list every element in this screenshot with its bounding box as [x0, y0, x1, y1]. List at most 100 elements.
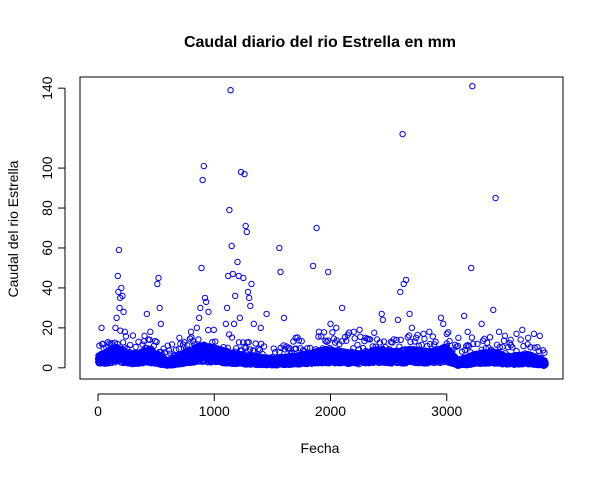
- data-point: [408, 324, 416, 332]
- data-point: [426, 328, 433, 336]
- data-point: [195, 314, 203, 322]
- data-point: [132, 343, 139, 351]
- data-point: [114, 272, 121, 280]
- data-point: [228, 242, 235, 250]
- data-point: [536, 332, 543, 340]
- data-point: [229, 270, 237, 278]
- data-point: [154, 280, 161, 288]
- chart-title: Caudal diario del rio Estrella en mm: [184, 34, 456, 51]
- x-tick-label: 2000: [315, 403, 346, 419]
- data-point: [248, 280, 255, 288]
- data-point: [460, 312, 468, 320]
- data-point: [157, 320, 164, 328]
- data-point: [315, 333, 322, 340]
- data-point: [421, 335, 428, 343]
- data-point: [205, 308, 212, 316]
- x-axis-label: Fecha: [301, 440, 340, 456]
- x-tick-label: 3000: [431, 403, 462, 419]
- data-point: [378, 310, 385, 318]
- data-point: [333, 324, 340, 332]
- data-point: [322, 337, 329, 345]
- data-point: [371, 329, 378, 336]
- data-point: [443, 330, 450, 338]
- data-point: [117, 327, 124, 334]
- data-point: [357, 333, 364, 340]
- data-point: [126, 341, 134, 349]
- data-point: [292, 345, 300, 352]
- data-point: [343, 337, 350, 344]
- y-tick-label: 0: [39, 364, 55, 372]
- data-point: [122, 333, 130, 340]
- data-point: [263, 310, 270, 318]
- data-point: [165, 347, 173, 354]
- data-point: [469, 82, 476, 90]
- data-point: [376, 339, 383, 346]
- data-point: [228, 334, 236, 341]
- y-tick-label: 60: [39, 240, 55, 256]
- data-point: [338, 304, 346, 312]
- data-point: [243, 228, 251, 236]
- data-point: [235, 339, 243, 346]
- data-point: [231, 292, 239, 300]
- data-point: [313, 224, 320, 232]
- data-point: [495, 328, 503, 336]
- data-point: [393, 336, 400, 344]
- data-point: [394, 316, 402, 324]
- data-point: [168, 341, 176, 348]
- data-point: [143, 310, 151, 318]
- data-point: [323, 338, 330, 345]
- data-point: [227, 86, 234, 94]
- data-point: [324, 337, 332, 344]
- data-point: [397, 336, 404, 344]
- data-point: [247, 302, 254, 310]
- data-point: [468, 334, 476, 341]
- data-point: [411, 338, 418, 345]
- data-point: [200, 162, 208, 170]
- data-point: [260, 343, 268, 350]
- data-point: [404, 334, 411, 341]
- data-point: [327, 320, 334, 328]
- data-point: [524, 334, 532, 342]
- data-point: [197, 304, 204, 312]
- data-point: [199, 176, 206, 184]
- data-point: [205, 326, 212, 334]
- data-point: [455, 334, 462, 342]
- y-tick-label: 80: [39, 200, 55, 216]
- x-axis: 0 1000 2000 3000: [94, 393, 463, 419]
- data-point: [118, 284, 125, 292]
- data-point: [277, 268, 284, 276]
- data-point: [257, 324, 264, 332]
- data-point: [380, 338, 388, 345]
- data-point: [240, 274, 247, 282]
- data-point: [244, 288, 252, 296]
- data-point: [329, 329, 336, 336]
- y-axis-label: Caudal del rio Estrella: [5, 160, 21, 297]
- data-point: [345, 329, 353, 336]
- data-point: [98, 324, 105, 332]
- data-point: [351, 335, 358, 342]
- y-tick-label: 100: [39, 156, 55, 180]
- data-point: [309, 262, 317, 270]
- data-point: [242, 222, 249, 230]
- data-point: [320, 329, 328, 336]
- data-point: [486, 333, 494, 341]
- data-point: [467, 264, 475, 272]
- data-point: [406, 310, 413, 318]
- data-point: [298, 337, 305, 345]
- data-point: [245, 294, 253, 302]
- data-point: [115, 246, 123, 254]
- data-point: [234, 258, 241, 266]
- data-point: [193, 324, 201, 332]
- data-point: [177, 340, 184, 348]
- data-point: [507, 336, 514, 344]
- data-point: [437, 314, 445, 322]
- data-point: [189, 337, 197, 345]
- x-tick-label: 1000: [199, 403, 230, 419]
- data-point: [147, 328, 154, 336]
- data-point: [356, 326, 363, 334]
- data-point: [255, 345, 262, 353]
- data-point: [440, 320, 447, 328]
- data-point: [230, 320, 238, 328]
- data-point: [324, 268, 332, 276]
